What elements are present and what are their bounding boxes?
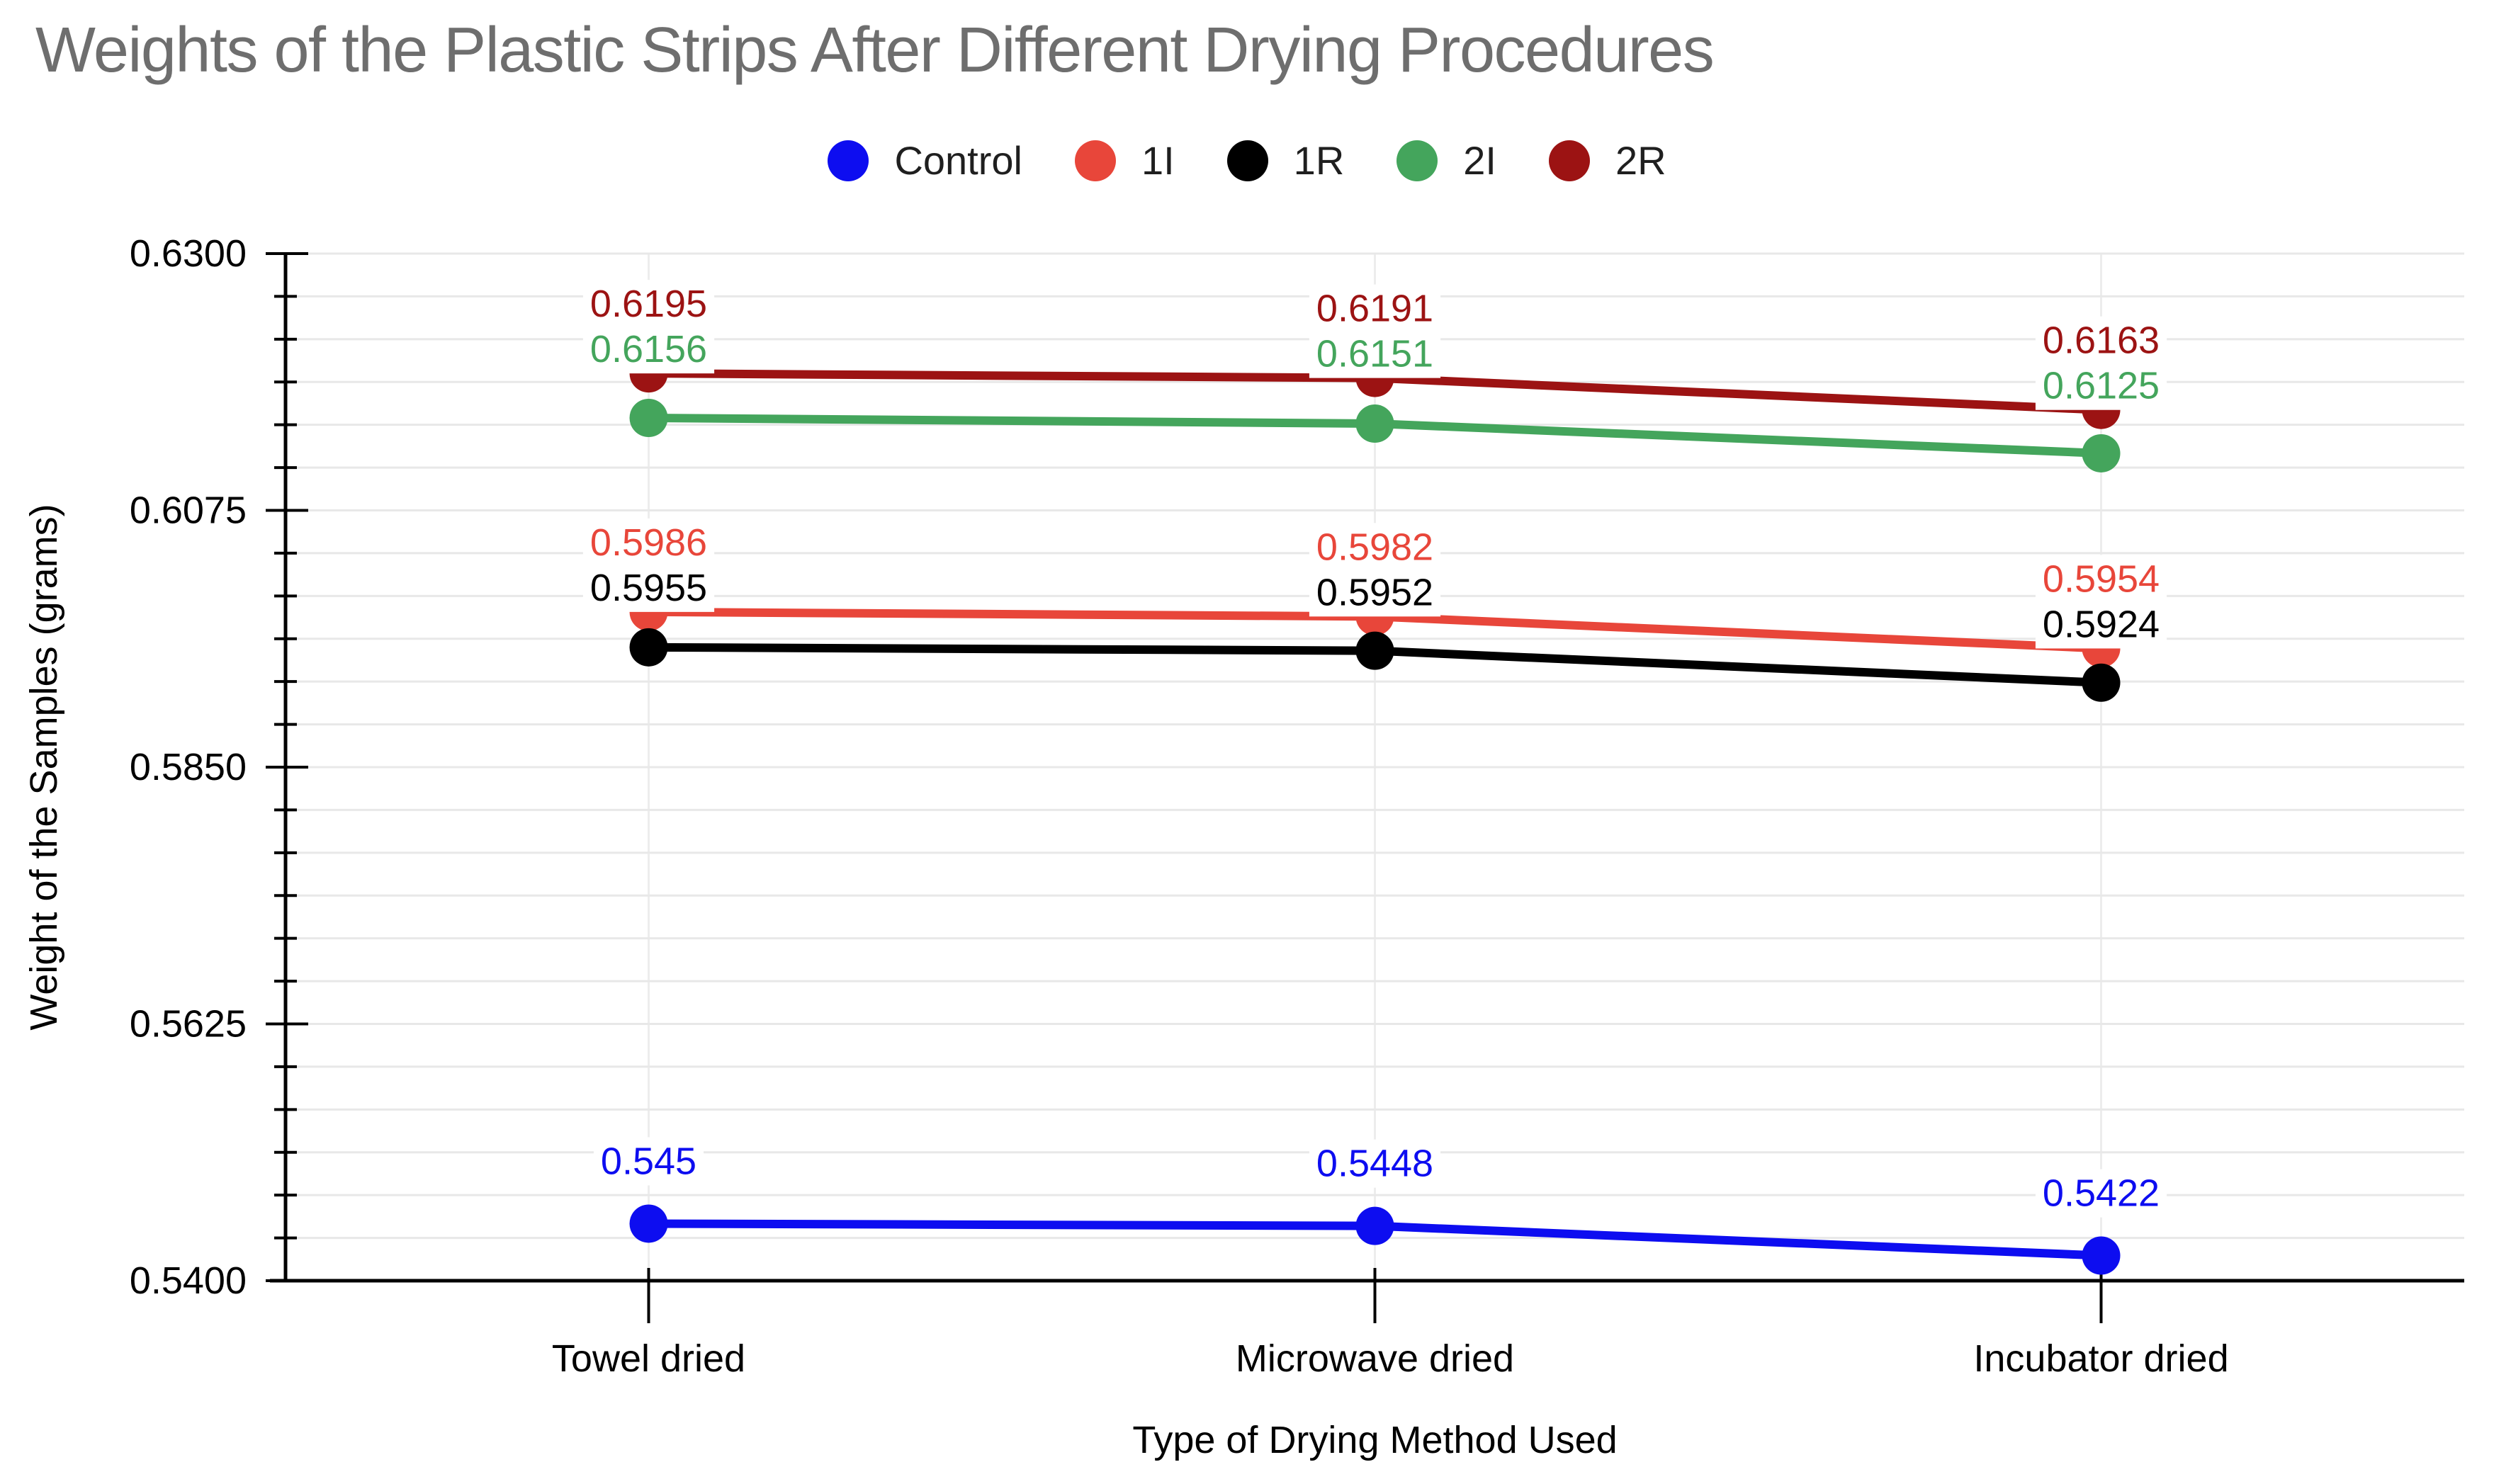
data-label-2I: 0.6156 bbox=[590, 328, 707, 370]
x-tick-label: Incubator dried bbox=[1973, 1337, 2228, 1380]
legend-swatch-2I bbox=[1396, 140, 1438, 181]
legend-item-1R[interactable]: 1R bbox=[1226, 137, 1345, 183]
y-tick-label: 0.5625 bbox=[130, 1003, 247, 1046]
data-label-1I: 0.5982 bbox=[1316, 526, 1433, 568]
data-label-bg bbox=[582, 325, 715, 374]
data-point-2I-0[interactable] bbox=[629, 399, 668, 437]
data-label-Control: 0.5448 bbox=[1316, 1143, 1433, 1185]
data-label-2I: 0.6151 bbox=[1316, 333, 1433, 375]
data-label-1R: 0.5924 bbox=[2043, 603, 2160, 645]
data-label-Control: 0.5422 bbox=[2043, 1172, 2160, 1215]
y-tick-label: 0.6300 bbox=[130, 232, 247, 275]
y-tick-label: 0.5400 bbox=[130, 1259, 247, 1302]
data-label-1R: 0.5955 bbox=[590, 567, 707, 609]
data-label-1I: 0.5954 bbox=[2043, 557, 2160, 600]
data-label-bg bbox=[2035, 1169, 2167, 1218]
legend-item-1I[interactable]: 1I bbox=[1074, 137, 1175, 183]
data-label-bg bbox=[582, 518, 715, 567]
data-label-bg bbox=[1309, 284, 1441, 333]
data-label-bg bbox=[2035, 600, 2167, 649]
legend: Control 1I 1R 2I 2R bbox=[0, 137, 2494, 183]
y-axis-title: Weight of the Samples (grams) bbox=[23, 504, 65, 1031]
legend-swatch-Control bbox=[828, 140, 869, 181]
data-point-2I-2[interactable] bbox=[2082, 434, 2121, 472]
data-label-bg bbox=[1309, 568, 1441, 617]
data-point-Control-1[interactable] bbox=[1355, 1206, 1394, 1245]
data-point-1R-0[interactable] bbox=[629, 628, 668, 667]
data-point-1R-2[interactable] bbox=[2082, 663, 2121, 702]
legend-item-2I[interactable]: 2I bbox=[1396, 137, 1496, 183]
legend-item-Control[interactable]: Control bbox=[828, 137, 1022, 183]
legend-swatch-1I bbox=[1074, 140, 1116, 181]
legend-label: 1R bbox=[1293, 138, 1345, 183]
legend-label: 2R bbox=[1615, 138, 1666, 183]
data-point-Control-0[interactable] bbox=[629, 1204, 668, 1243]
data-label-bg bbox=[582, 563, 715, 612]
data-label-bg bbox=[2035, 361, 2167, 410]
data-point-2I-1[interactable] bbox=[1355, 404, 1394, 443]
data-label-bg bbox=[582, 280, 715, 329]
data-label-bg bbox=[1309, 329, 1441, 378]
data-label-2I: 0.6125 bbox=[2043, 365, 2160, 407]
data-label-bg bbox=[593, 1137, 704, 1186]
y-tick-label: 0.5850 bbox=[130, 746, 247, 788]
x-tick-label: Towel dried bbox=[552, 1337, 745, 1380]
data-point-Control-2[interactable] bbox=[2082, 1236, 2121, 1275]
legend-label: Control bbox=[894, 138, 1022, 183]
data-label-1R: 0.5952 bbox=[1316, 571, 1433, 613]
data-label-2R: 0.6191 bbox=[1316, 288, 1433, 330]
y-tick-label: 0.6075 bbox=[130, 489, 247, 532]
legend-label: 1I bbox=[1141, 138, 1175, 183]
legend-item-2R[interactable]: 2R bbox=[1548, 137, 1666, 183]
data-point-1R-1[interactable] bbox=[1355, 631, 1394, 670]
data-label-bg bbox=[1309, 523, 1441, 572]
x-axis-title: Type of Drying Method Used bbox=[1132, 1419, 1618, 1461]
data-label-Control: 0.545 bbox=[601, 1140, 696, 1182]
x-tick-label: Microwave dried bbox=[1236, 1337, 1514, 1380]
legend-swatch-2R bbox=[1548, 140, 1590, 181]
chart-title: Weights of the Plastic Strips After Diff… bbox=[35, 15, 1715, 86]
data-label-2R: 0.6163 bbox=[2043, 319, 2160, 362]
data-label-bg bbox=[2035, 316, 2167, 365]
data-label-1I: 0.5986 bbox=[590, 521, 707, 564]
data-label-bg bbox=[2035, 555, 2167, 604]
legend-label: 2I bbox=[1463, 138, 1496, 183]
data-label-2R: 0.6195 bbox=[590, 283, 707, 325]
legend-swatch-1R bbox=[1226, 140, 1268, 181]
data-label-bg bbox=[1309, 1139, 1441, 1188]
